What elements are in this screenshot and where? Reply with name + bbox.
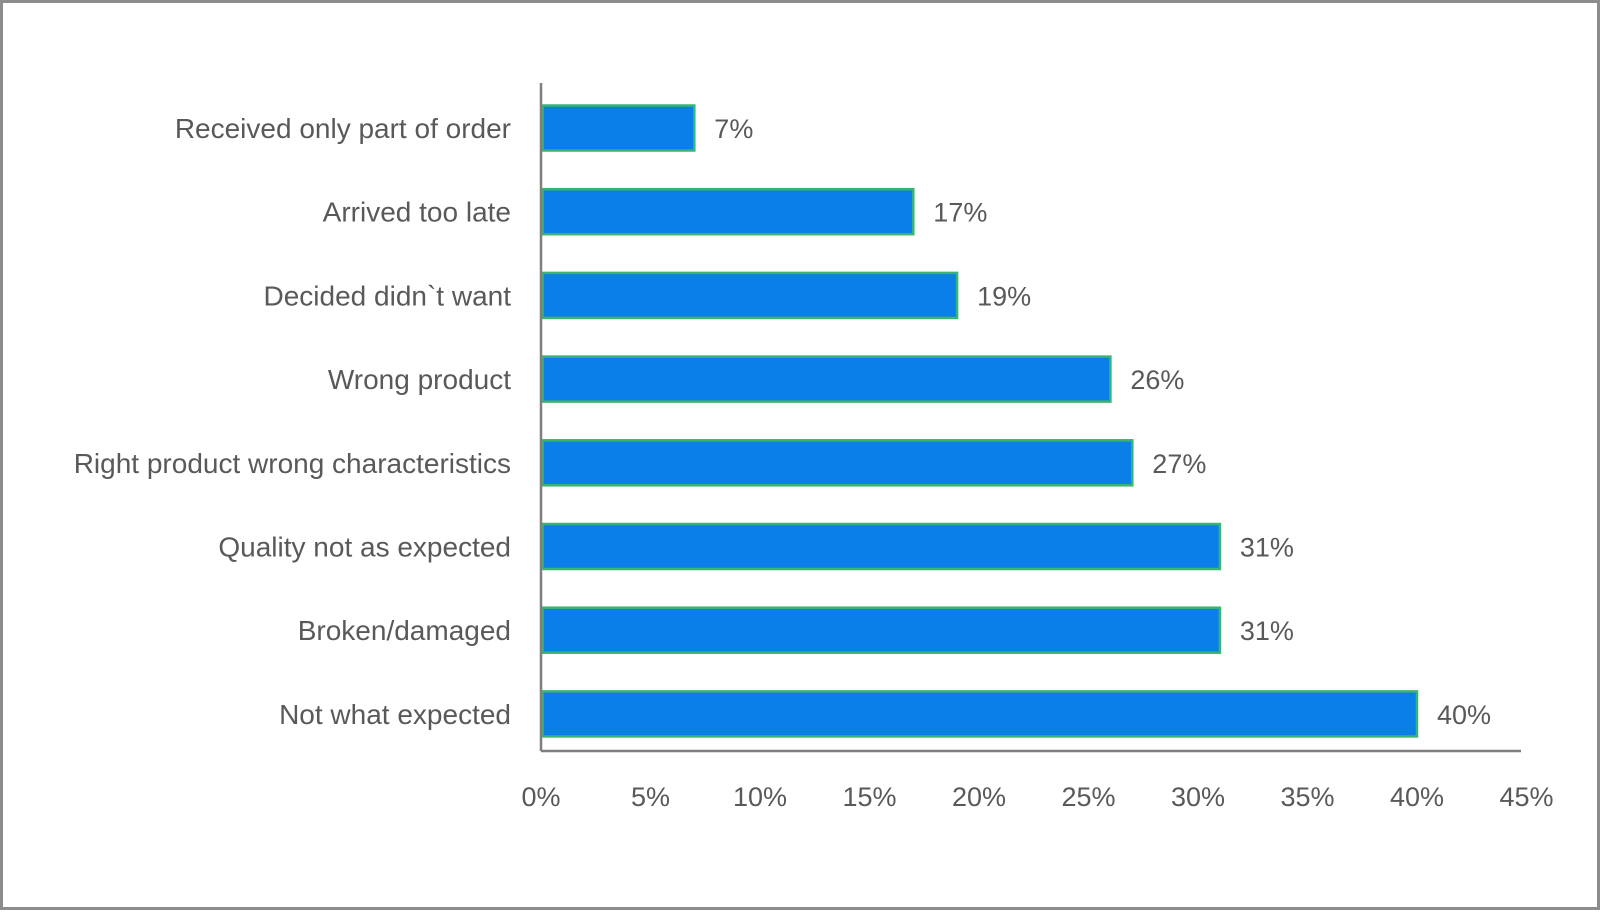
bar xyxy=(541,522,1222,571)
category-label: Quality not as expected xyxy=(218,532,511,563)
bar xyxy=(541,355,1112,403)
value-label: 17% xyxy=(933,198,987,228)
bars-layer: Received only part of order 7% Arrived too… xyxy=(74,104,1491,738)
category-label: Not what expected xyxy=(279,699,511,730)
x-tick-label: 30% xyxy=(1171,782,1225,812)
x-tick-label: 10% xyxy=(733,782,787,812)
x-tick-label: 25% xyxy=(1061,782,1115,812)
x-tick-label: 35% xyxy=(1280,782,1334,812)
bar xyxy=(541,606,1222,654)
bar xyxy=(541,104,696,152)
category-label: Received only part of order xyxy=(175,113,511,144)
x-tick-label: 0% xyxy=(521,782,560,812)
bar xyxy=(541,690,1419,738)
value-label: 40% xyxy=(1437,700,1491,730)
bar xyxy=(541,439,1134,487)
value-label: 27% xyxy=(1152,449,1206,479)
value-label: 26% xyxy=(1130,365,1184,395)
x-tick-label: 40% xyxy=(1390,782,1444,812)
category-label: Right product wrong characteristics xyxy=(74,448,511,479)
x-tick-label: 20% xyxy=(952,782,1006,812)
axis-layer: 0% 5% 10% 15% 20% 25% 30% 35% 40% 45% xyxy=(521,83,1554,812)
category-label: Wrong product xyxy=(328,364,511,395)
value-label: 31% xyxy=(1240,616,1294,646)
bar xyxy=(541,271,959,320)
value-label: 19% xyxy=(977,281,1031,311)
x-tick-label: 5% xyxy=(631,782,670,812)
value-label: 31% xyxy=(1240,533,1294,563)
category-label: Arrived too late xyxy=(323,197,511,228)
category-label: Decided didn`t want xyxy=(264,280,512,311)
category-label: Broken/damaged xyxy=(298,615,511,646)
x-tick-label: 15% xyxy=(842,782,896,812)
value-label: 7% xyxy=(714,114,753,144)
x-tick-label: 45% xyxy=(1499,782,1553,812)
bar-chart: Received only part of order 7% Arrived too… xyxy=(74,83,1554,812)
bar xyxy=(541,187,915,236)
